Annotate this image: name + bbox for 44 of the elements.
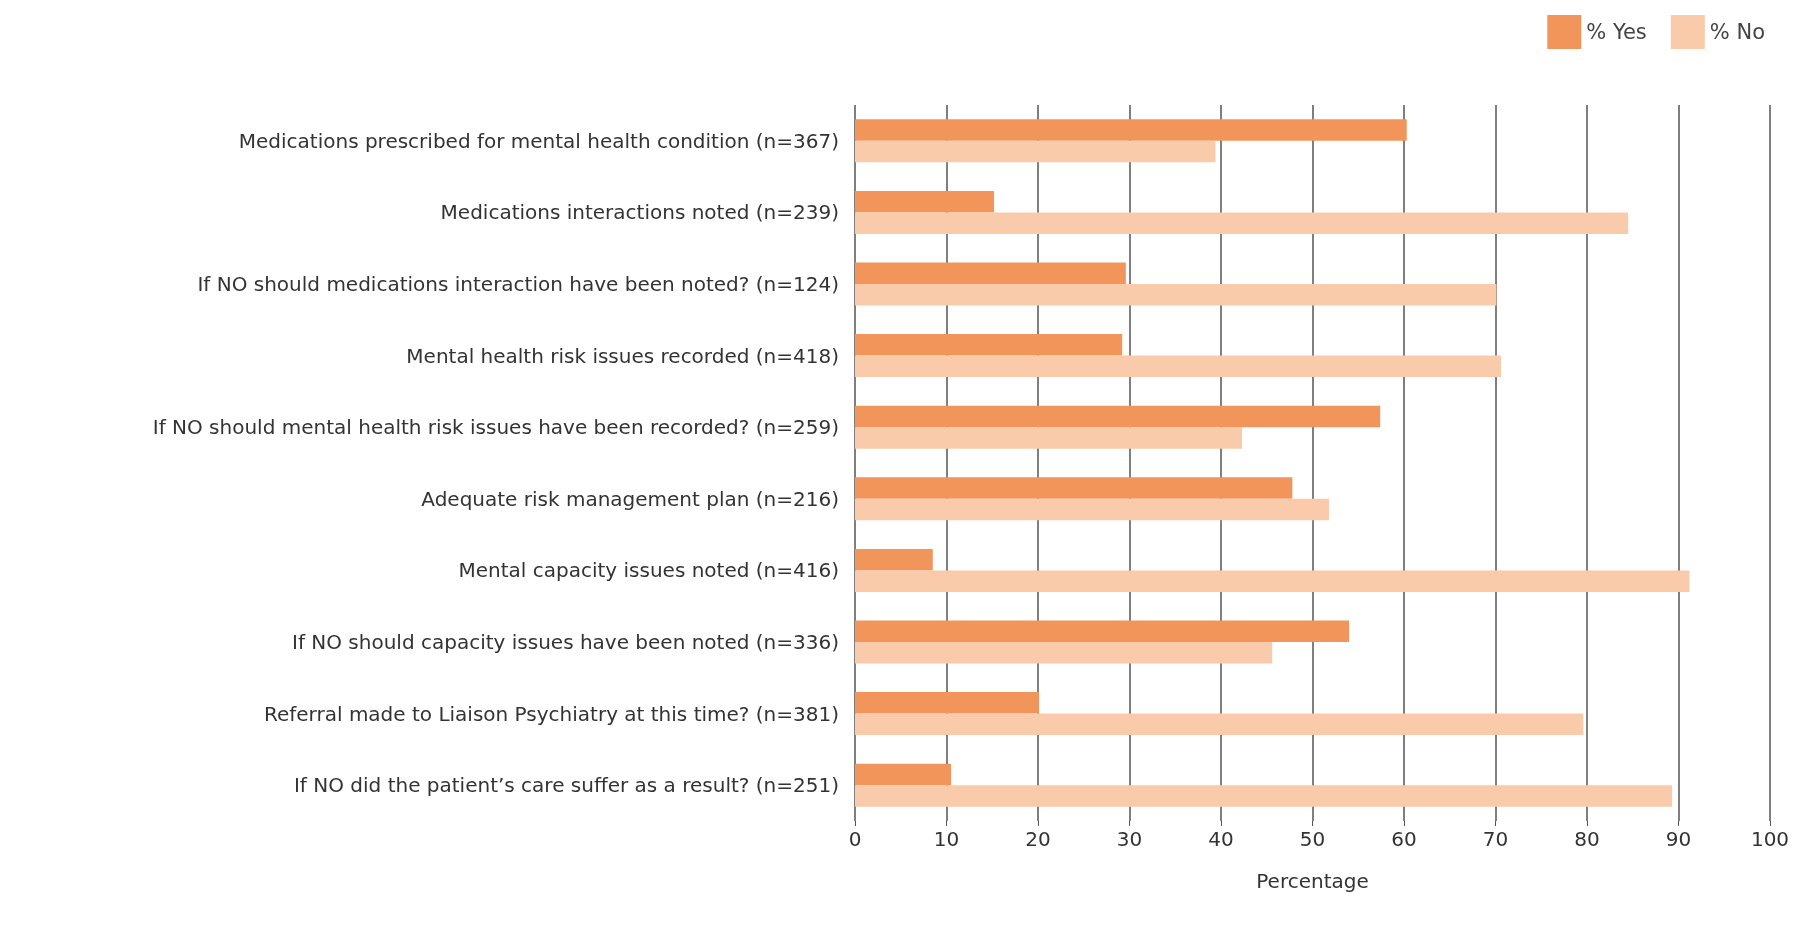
x-tick-label: 80 <box>1574 827 1600 851</box>
y-tick-label: If NO did the patient’s care suffer as a result? (n=251) <box>293 773 839 798</box>
bar <box>855 262 1126 284</box>
y-tick-label: Medications interactions noted (n=239) <box>440 200 839 225</box>
legend-label: % No <box>1709 20 1765 44</box>
x-tick-label: 50 <box>1299 827 1326 851</box>
bar <box>855 190 995 213</box>
x-axis-title: Percentage <box>1256 869 1369 893</box>
y-tick-label: Mental capacity issues noted (n=416) <box>458 558 839 583</box>
y-tick-label: Medications prescribed for mental health condition (n=367) <box>238 128 839 153</box>
y-tick-label: Adequate risk management plan (n=216) <box>421 486 839 511</box>
y-tick-label: Referral made to Liaison Psychiatry at this time? (n=381) <box>263 701 839 726</box>
y-tick-label: If NO should capacity issues have been noted (n=336) <box>291 630 839 654</box>
bar <box>855 355 1501 378</box>
bar <box>855 785 1673 807</box>
x-tick-label: 70 <box>1482 827 1509 851</box>
x-tick-label: 20 <box>1025 827 1051 851</box>
y-tick-label: If NO should mental health risk issues have been recorded? (n=259) <box>152 415 839 440</box>
bar <box>855 498 1329 521</box>
bar <box>855 713 1584 736</box>
bar <box>855 405 1381 428</box>
bar <box>855 119 1407 141</box>
y-tick-label: If NO should medications interaction have been noted? (n=124) <box>197 272 839 296</box>
bar <box>855 140 1216 163</box>
bar <box>855 763 952 786</box>
x-tick-label: 0 <box>848 827 862 851</box>
bar <box>855 548 933 571</box>
bar <box>855 620 1350 642</box>
bar <box>855 692 1039 714</box>
bar <box>855 427 1243 449</box>
bar <box>855 570 1690 592</box>
legend-label: % Yes <box>1586 20 1647 44</box>
bar <box>855 477 1293 499</box>
x-tick-label: 40 <box>1208 827 1234 851</box>
bar <box>855 284 1497 306</box>
x-tick-label: 90 <box>1665 827 1692 851</box>
x-tick-label: 10 <box>933 827 960 851</box>
bar <box>855 212 1629 234</box>
x-tick-label: 100 <box>1750 827 1790 851</box>
x-tick-label: 30 <box>1116 827 1143 851</box>
x-tick-label: 60 <box>1391 827 1417 851</box>
bar <box>855 642 1273 664</box>
bar <box>855 334 1123 356</box>
y-tick-label: Mental health risk issues recorded (n=418) <box>406 343 839 368</box>
